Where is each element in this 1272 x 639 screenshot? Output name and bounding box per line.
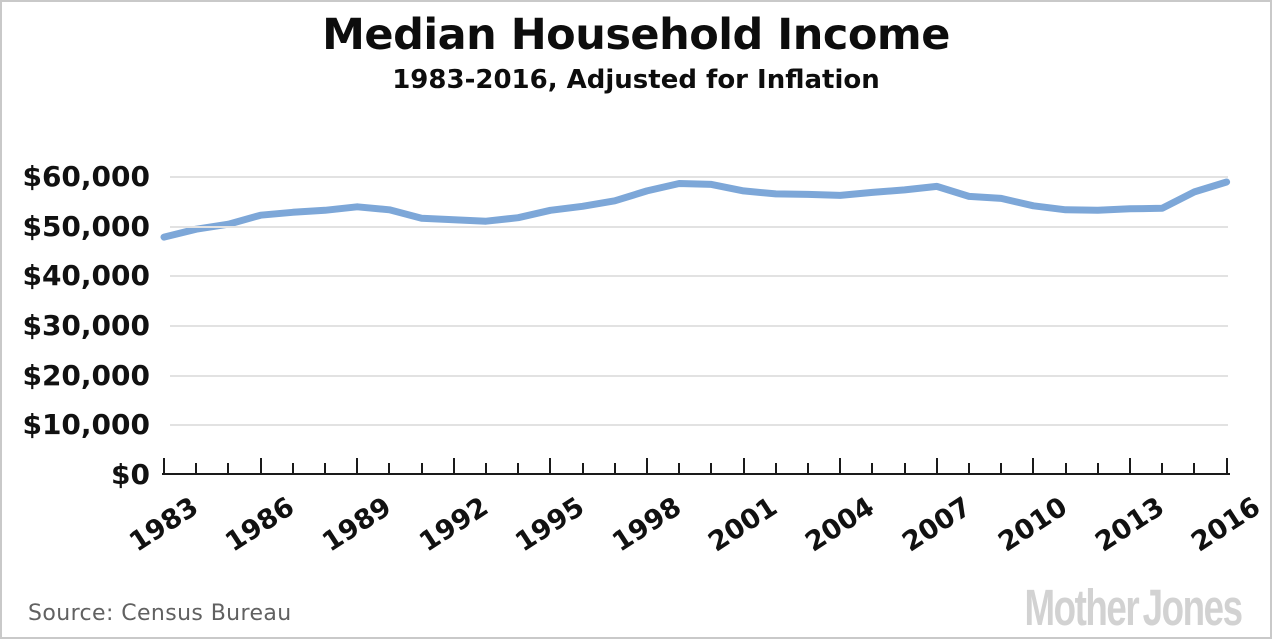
x-major-tick	[742, 458, 745, 474]
x-major-tick	[1225, 458, 1228, 474]
x-minor-tick	[807, 463, 809, 474]
x-major-tick	[356, 458, 359, 474]
gridline	[170, 325, 1228, 327]
x-minor-tick	[291, 463, 294, 474]
y-tick-label: $50,000	[22, 209, 150, 243]
y-tick-label: $60,000	[22, 160, 150, 193]
source-label: Source:	[28, 601, 114, 626]
y-tick-label: $30,000	[22, 309, 150, 342]
y-tick-label: $40,000	[22, 259, 150, 293]
x-minor-tick	[903, 463, 906, 474]
x-minor-tick	[871, 463, 874, 474]
x-minor-tick	[227, 463, 230, 474]
x-minor-tick	[420, 463, 423, 474]
x-minor-tick	[1064, 463, 1067, 474]
x-minor-tick	[710, 463, 713, 474]
x-major-tick	[935, 458, 938, 474]
chart-title: Median Household Income	[322, 10, 950, 60]
x-minor-tick	[324, 463, 326, 474]
chart-subtitle: 1983-2016, Adjusted for Inflation	[392, 65, 880, 95]
x-minor-tick	[517, 463, 520, 474]
x-minor-tick	[1161, 463, 1164, 474]
x-major-tick	[839, 458, 842, 474]
x-minor-tick	[1193, 463, 1196, 474]
motherjones-logo: Mother Jones	[1024, 579, 1244, 636]
x-major-tick	[1129, 458, 1131, 474]
x-minor-tick	[1000, 463, 1003, 474]
x-minor-tick	[388, 463, 391, 474]
x-minor-tick	[1096, 463, 1099, 474]
gridline	[170, 424, 1228, 427]
x-major-tick	[163, 458, 165, 474]
x-minor-tick	[485, 463, 487, 474]
y-tick-label: $10,000	[22, 408, 150, 442]
x-minor-tick	[968, 463, 970, 474]
x-minor-tick	[678, 463, 681, 474]
x-major-tick	[549, 458, 552, 474]
x-major-tick	[646, 458, 648, 474]
y-tick-label: $20,000	[22, 358, 150, 392]
gridline	[170, 275, 1228, 278]
x-major-tick	[1032, 458, 1035, 474]
x-minor-tick	[581, 463, 584, 474]
gridline	[170, 176, 1228, 178]
x-axis-line	[162, 473, 1230, 475]
x-minor-tick	[613, 463, 616, 474]
y-tick-label: $0	[111, 458, 150, 491]
x-major-tick	[259, 458, 262, 474]
x-minor-tick	[774, 463, 777, 474]
source-value: Census Bureau	[121, 601, 292, 626]
gridline	[170, 225, 1228, 228]
x-major-tick	[452, 458, 455, 474]
x-minor-tick	[195, 463, 198, 474]
gridline	[170, 374, 1228, 377]
source-note: Source: Census Bureau	[28, 601, 292, 626]
income-line	[160, 178, 1231, 241]
